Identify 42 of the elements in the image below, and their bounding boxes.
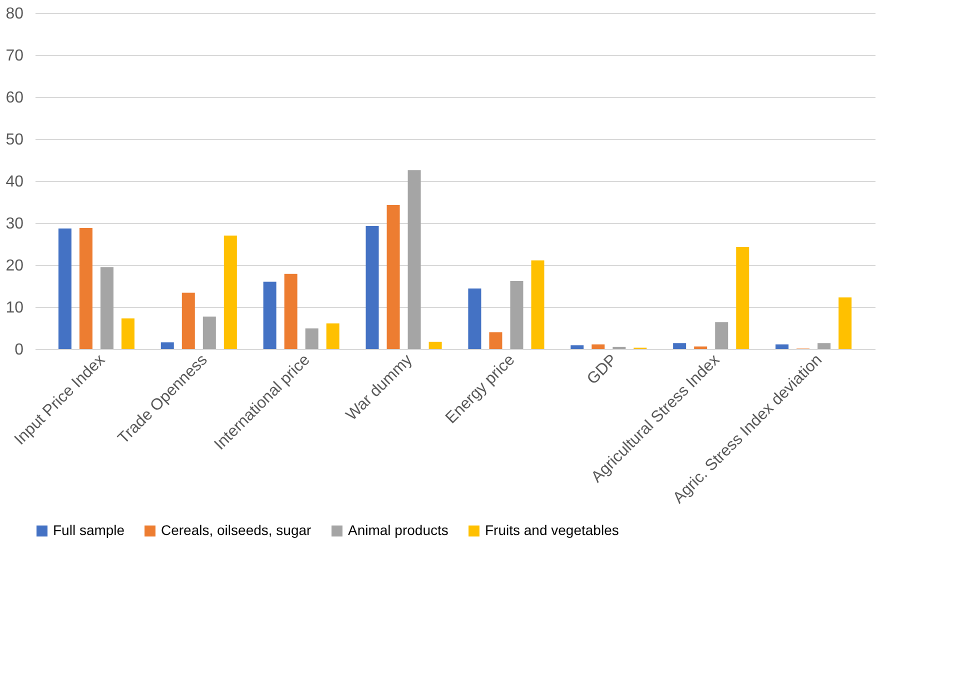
bar (58, 228, 72, 349)
bar (592, 344, 605, 349)
bar (570, 345, 584, 349)
bar (468, 288, 482, 349)
bar (673, 343, 686, 349)
y-tick-label: 40 (6, 174, 24, 190)
bar (818, 343, 831, 349)
bar (489, 332, 502, 349)
bar (736, 246, 750, 349)
bar (305, 328, 318, 349)
y-tick-label: 30 (6, 216, 24, 232)
y-tick-label: 50 (6, 132, 24, 148)
bar (79, 228, 92, 349)
bar (428, 342, 442, 349)
legend-label: Cereals, oilseeds, sugar (161, 522, 312, 538)
y-tick-label: 60 (6, 90, 24, 106)
bar (838, 297, 852, 349)
bar (100, 267, 114, 349)
y-tick-label: 80 (6, 6, 24, 22)
bar (121, 318, 134, 349)
legend-label: Fruits and vegetables (485, 522, 619, 538)
bar (408, 170, 421, 349)
bar (182, 292, 195, 349)
bar (202, 316, 216, 349)
y-tick-label: 20 (6, 258, 24, 274)
bar (366, 226, 379, 349)
bar (531, 260, 544, 349)
bar (386, 204, 400, 349)
bar (776, 344, 789, 349)
legend-label: Animal products (348, 522, 448, 538)
legend-label: Full sample (53, 522, 125, 538)
y-tick-label: 10 (6, 300, 24, 316)
bar (715, 322, 728, 349)
bar (160, 342, 174, 349)
y-tick-label: 70 (6, 48, 24, 64)
bar (224, 236, 237, 349)
bar (284, 274, 298, 349)
y-tick-label: 0 (14, 342, 24, 358)
bar (326, 323, 340, 349)
bar (694, 346, 708, 349)
bar (263, 282, 276, 349)
bar (510, 280, 524, 349)
